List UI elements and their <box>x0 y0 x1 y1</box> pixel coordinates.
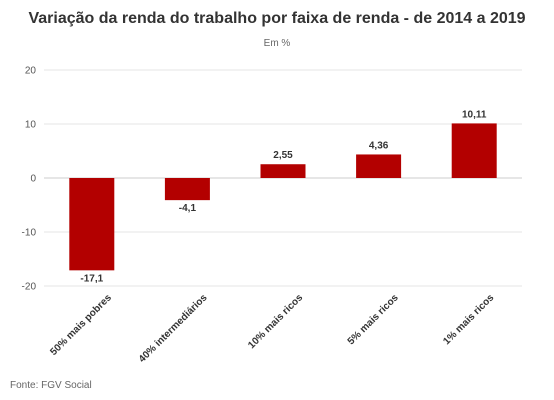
source-note: Fonte: FGV Social <box>10 380 92 391</box>
x-category-label: 50% mais pobres <box>48 292 114 358</box>
bar <box>356 154 402 178</box>
x-axis-labels: 50% mais pobres 40% intermediários 10% mai… <box>48 292 496 365</box>
bar <box>260 164 306 178</box>
data-labels: -17,1 -4,1 2,55 4,36 10,11 <box>80 109 486 284</box>
bar <box>164 178 210 201</box>
y-tick-label: 0 <box>30 174 36 185</box>
x-category-label: 40% intermediários <box>137 292 210 365</box>
y-tick-label: -20 <box>22 282 37 293</box>
chart-title: Variação da renda do trabalho por faixa … <box>28 10 526 27</box>
x-category-label: 5% mais ricos <box>346 292 401 347</box>
x-category-label: 1% mais ricos <box>441 292 496 347</box>
data-label: -17,1 <box>80 273 103 284</box>
data-label: -4,1 <box>179 203 197 214</box>
bars <box>69 123 497 271</box>
y-tick-label: 10 <box>25 120 37 131</box>
y-tick-label: -10 <box>22 228 37 239</box>
y-axis-ticks: 20 10 0 -10 -20 <box>22 66 37 293</box>
bar <box>451 123 497 178</box>
data-label: 10,11 <box>462 109 487 120</box>
data-label: 2,55 <box>273 150 293 161</box>
y-tick-label: 20 <box>25 66 37 77</box>
chart-subtitle: Em % <box>263 38 291 49</box>
data-label: 4,36 <box>369 140 389 151</box>
x-category-label: 10% mais ricos <box>246 292 305 351</box>
bar <box>69 178 115 271</box>
